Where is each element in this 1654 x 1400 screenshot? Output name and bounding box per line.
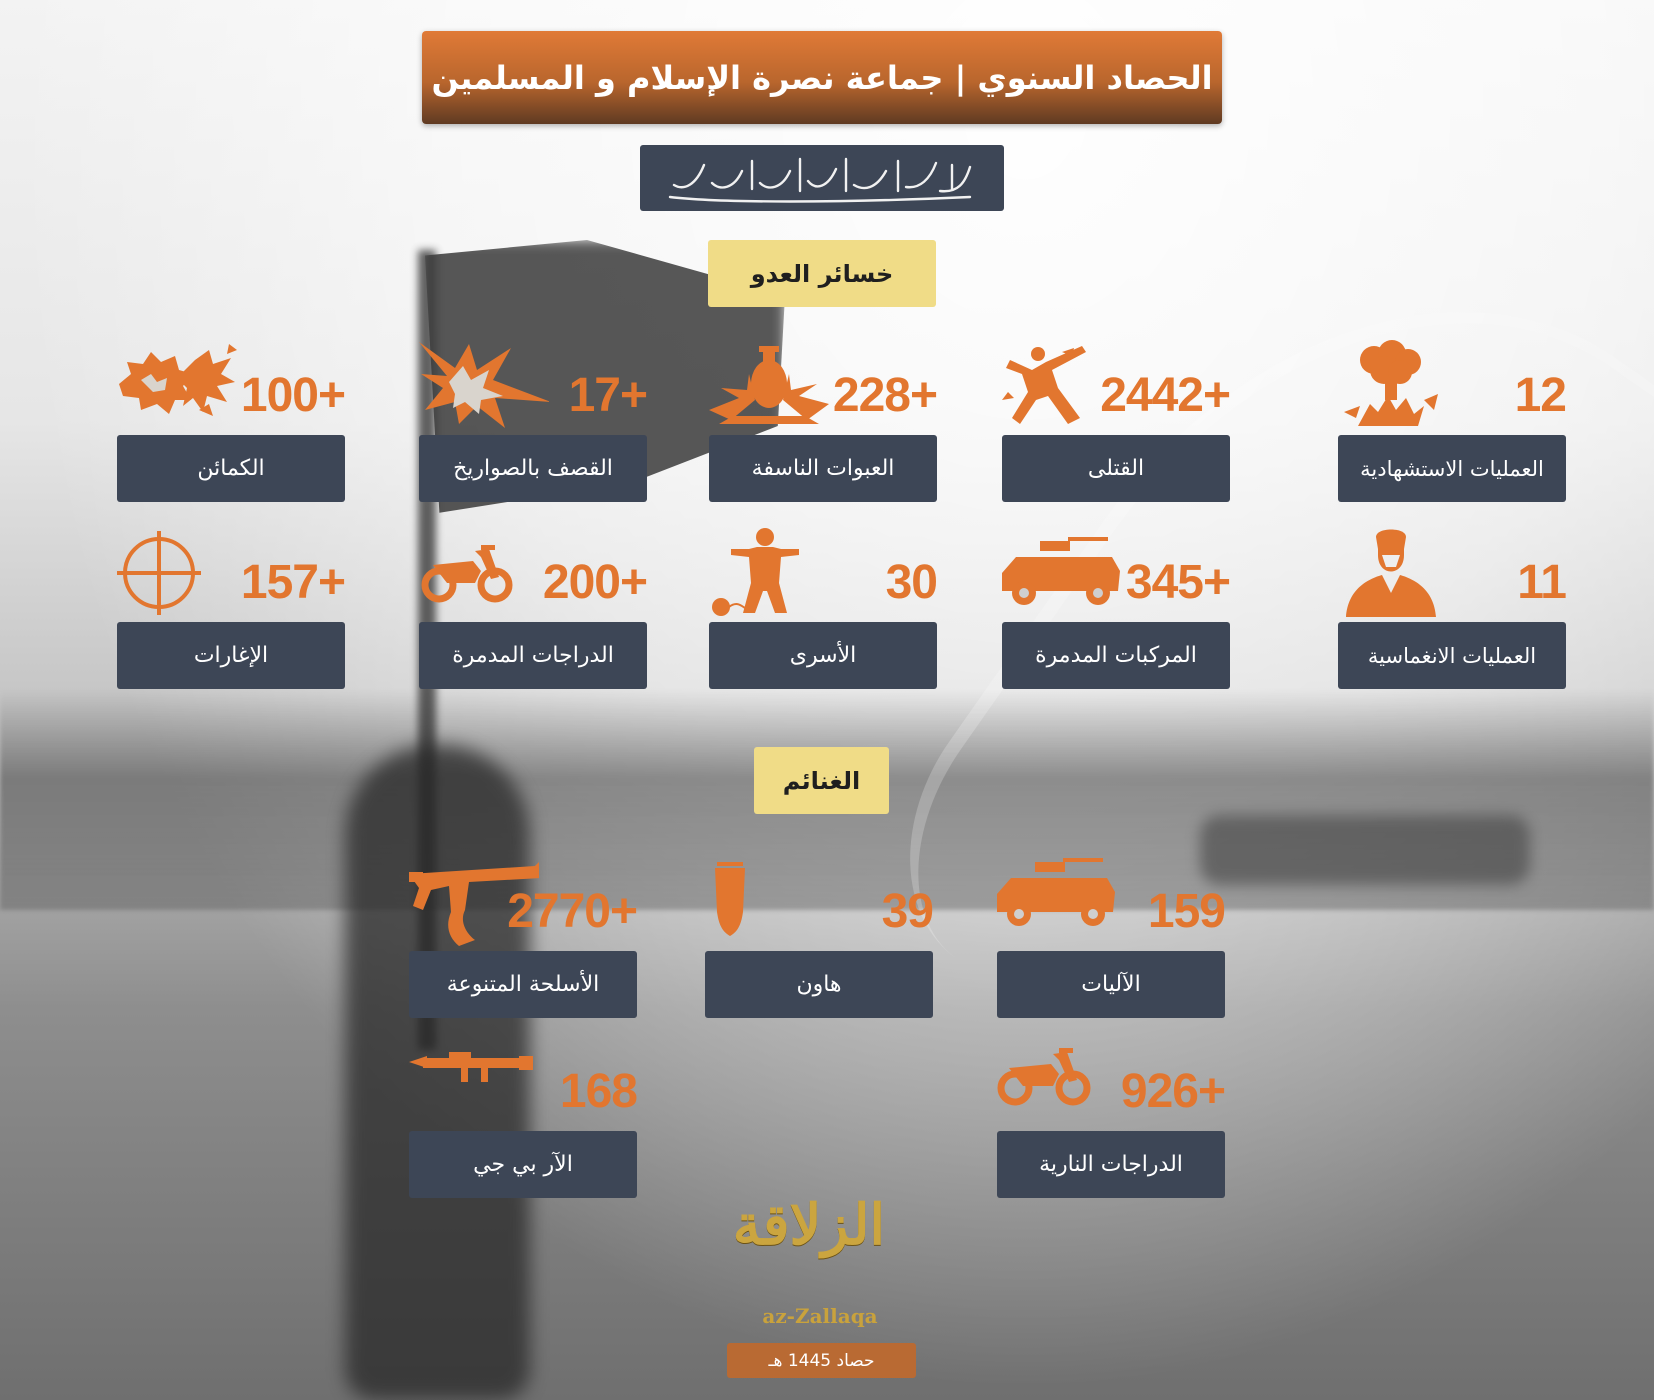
logo-latin-wordmark: az-Zallaqa xyxy=(762,1304,878,1328)
killed-figure-icon xyxy=(1002,346,1086,424)
stat-label: العبوات الناسفة xyxy=(709,435,937,502)
stat-value: 926+ xyxy=(1120,1065,1226,1118)
stat-label: القصف بالصواريخ xyxy=(419,435,647,502)
stat-value: 11 xyxy=(1517,556,1567,609)
stat-value: 17+ xyxy=(568,369,648,422)
stat-value: 30 xyxy=(885,556,938,609)
stat-spoils-motorcycles: 926+ الدراجات النارية xyxy=(997,1036,1226,1201)
stat-raids: 157+ الإغارات xyxy=(117,527,346,692)
stat-label: الآليات xyxy=(997,951,1225,1018)
ied-bomb-icon xyxy=(709,346,829,424)
fighter-bust-icon xyxy=(1346,529,1436,617)
stat-prisoners: 30 الأسرى xyxy=(709,527,938,692)
stat-ieds: 228+ العبوات الناسفة xyxy=(709,340,938,505)
stat-rocket-strikes: 17+ القصف بالصواريخ xyxy=(419,340,648,505)
stat-label: العمليات الاستشهادية xyxy=(1338,435,1566,502)
header-bar: الحصاد السنوي | جماعة نصرة الإسلام و الم… xyxy=(422,31,1222,124)
stat-value: 200+ xyxy=(542,556,648,609)
stat-spoils-weapons: 2770+ الأسلحة المتنوعة xyxy=(409,856,638,1021)
stat-label: الدراجات المدمرة xyxy=(419,622,647,689)
stat-ambushes: 100+ الكمائن xyxy=(117,340,346,505)
stat-destroyed-motorcycles: 200+ الدراجات المدمرة xyxy=(419,527,648,692)
logo-arabic-wordmark: الزلاقة xyxy=(732,1192,885,1258)
page-title: الحصاد السنوي | جماعة نصرة الإسلام و الم… xyxy=(431,58,1213,97)
stat-value: 228+ xyxy=(832,369,938,422)
mortar-shell-icon xyxy=(715,862,745,936)
stat-label: هاون xyxy=(705,951,933,1018)
stat-label: الآر بي جي xyxy=(409,1131,637,1198)
stat-destroyed-vehicles: 345+ المركبات المدمرة xyxy=(1002,527,1231,692)
stat-value: 100+ xyxy=(240,369,346,422)
stat-spoils-mortar: 39 هاون xyxy=(705,856,934,1021)
enemy-losses-section-title: خسائر العدو xyxy=(708,240,936,307)
rpg-launcher-icon xyxy=(409,1052,533,1082)
stat-value: 157+ xyxy=(240,556,346,609)
stat-value: 159 xyxy=(1147,885,1226,938)
armored-vehicle-icon xyxy=(1002,537,1120,605)
stat-label: المركبات المدمرة xyxy=(1002,622,1230,689)
stat-label: الأسرى xyxy=(709,622,937,689)
background-figure xyxy=(345,745,530,1400)
stat-label: الكمائن xyxy=(117,435,345,502)
stat-value: 168 xyxy=(559,1065,638,1118)
ambush-blast-icon xyxy=(119,344,237,416)
rifle-icon xyxy=(409,862,539,946)
background-vehicles xyxy=(1200,815,1530,885)
stat-label: القتلى xyxy=(1002,435,1230,502)
crosshair-icon xyxy=(117,531,201,615)
motorcycle-icon xyxy=(421,545,513,603)
stat-label: العمليات الانغماسية xyxy=(1338,622,1566,689)
prisoner-icon xyxy=(712,528,799,616)
rocket-blast-icon xyxy=(419,342,549,428)
organization-logo xyxy=(640,145,1004,211)
motorcycle-icon xyxy=(997,1048,1091,1106)
stat-value: 2770+ xyxy=(507,885,638,938)
armored-vehicle-icon xyxy=(997,858,1115,926)
stat-label: الأسلحة المتنوعة xyxy=(409,951,637,1018)
spoils-section-title: الغنائم xyxy=(754,747,889,814)
stat-value: 345+ xyxy=(1125,556,1231,609)
stat-value: 2442+ xyxy=(1100,369,1231,422)
az-zallaqa-logo: الزلاقة az-Zallaqa xyxy=(732,1192,885,1332)
stat-label: الدراجات النارية xyxy=(997,1131,1225,1198)
stat-spoils-vehicles: 159 الآليات xyxy=(997,856,1226,1021)
organization-logo-calligraphy xyxy=(668,157,972,203)
stat-value: 39 xyxy=(881,885,934,938)
footer-caption: حصاد 1445 هـ xyxy=(727,1343,916,1378)
stat-spoils-rpg: 168 الآر بي جي xyxy=(409,1036,638,1201)
stat-martyrdom-operations: 12 العمليات الاستشهادية xyxy=(1338,340,1567,505)
stat-inghimasi-operations: 11 العمليات الانغماسية xyxy=(1338,527,1567,692)
stat-killed: 2442+ القتلى xyxy=(1002,340,1231,505)
explosion-cloud-icon xyxy=(1344,340,1438,426)
stat-label: الإغارات xyxy=(117,622,345,689)
stat-value: 12 xyxy=(1514,369,1567,422)
